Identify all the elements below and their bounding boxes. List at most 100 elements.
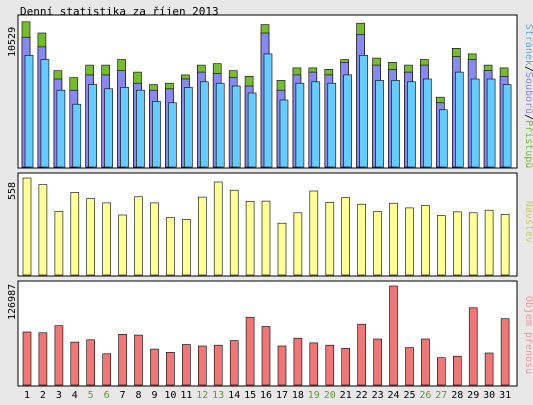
pages-bar-15 [247, 92, 257, 168]
traffic-bar-19 [309, 342, 319, 386]
visits-bar-24 [389, 202, 398, 276]
pages-bar-23 [375, 80, 384, 168]
day-label-20: 20 [324, 390, 336, 401]
pages-bar-6 [104, 88, 113, 168]
traffic-bar-30 [484, 352, 494, 386]
legend-files: Souborů [523, 72, 533, 114]
pages-bar-22 [359, 54, 368, 168]
day-label-25: 25 [403, 390, 415, 401]
pages-bar-16 [263, 53, 273, 168]
pages-bar-20 [327, 82, 337, 168]
day-label-21: 21 [340, 390, 352, 401]
day-label-31: 31 [499, 390, 511, 401]
visits-bar-19 [309, 190, 319, 276]
day-label-15: 15 [244, 390, 256, 401]
legend-separator-2: / [523, 114, 533, 120]
day-label-13: 13 [212, 390, 224, 401]
visits-bar-17 [277, 222, 287, 276]
pages-bar-30 [486, 78, 496, 168]
day-label-30: 30 [483, 390, 495, 401]
pages-bar-29 [470, 78, 480, 168]
day-label-12: 12 [196, 390, 208, 401]
visits-bar-14 [229, 189, 239, 276]
pages-bar-27 [438, 109, 448, 168]
pages-bar-19 [311, 81, 321, 168]
visits-bar-7 [118, 214, 127, 276]
day-label-29: 29 [467, 390, 479, 401]
day-labels: 1 2 3 4 5 6 7 8 9 10 11 12 13 14 15 16 17 18 19 20 21 22 23 24 2… [24, 390, 511, 401]
traffic-bar-12 [198, 345, 207, 386]
traffic-bar-5 [86, 339, 95, 386]
visits-bar-21 [341, 197, 351, 276]
day-label-27: 27 [435, 390, 447, 401]
traffic-bar-6 [102, 353, 111, 386]
visits-bar-6 [102, 202, 111, 276]
pages-bar-17 [279, 99, 289, 168]
visits-bar-11 [182, 219, 191, 276]
day-label-11: 11 [180, 390, 192, 401]
day-label-6: 6 [104, 390, 110, 401]
day-label-14: 14 [228, 390, 240, 401]
traffic-bar-1 [22, 331, 32, 386]
day-label-7: 7 [120, 390, 126, 401]
visits-bar-30 [484, 209, 494, 276]
visits-bar-20 [325, 202, 335, 276]
visits-bar-3 [54, 211, 64, 276]
legend-traffic: Objem přenosu [523, 296, 533, 374]
traffic-bar-22 [357, 323, 366, 386]
day-label-22: 22 [356, 390, 368, 401]
hits-panel-legend: Stránek/Souborů/Přístupů [523, 24, 533, 169]
day-label-19: 19 [308, 390, 320, 401]
traffic-bar-29 [468, 307, 478, 386]
visits-bar-23 [373, 211, 382, 276]
visits-ymax-label: 558 [7, 182, 18, 200]
visits-bar-10 [166, 217, 175, 276]
visits-bar-18 [293, 212, 303, 276]
traffic-bar-16 [261, 326, 271, 386]
pages-bar-1 [24, 54, 34, 168]
traffic-bar-15 [245, 316, 255, 386]
visits-bar-2 [38, 184, 48, 276]
day-label-3: 3 [56, 390, 62, 401]
visits-bar-12 [198, 196, 207, 276]
legend-visits: Návštěv [523, 201, 533, 243]
hits-panel [17, 14, 518, 169]
traffic-bar-27 [436, 357, 446, 386]
day-label-23: 23 [372, 390, 384, 401]
traffic-panel [17, 280, 518, 387]
pages-bar-5 [88, 84, 97, 168]
visits-bar-1 [22, 177, 32, 276]
day-label-24: 24 [387, 390, 399, 401]
pages-bar-10 [168, 102, 177, 168]
traffic-bar-13 [213, 344, 223, 386]
pages-bar-21 [343, 74, 353, 168]
visits-bar-29 [468, 212, 478, 276]
traffic-bar-11 [182, 344, 191, 386]
pages-bar-25 [407, 81, 416, 168]
traffic-bar-26 [421, 338, 430, 386]
traffic-bar-18 [293, 337, 303, 386]
pages-bar-26 [423, 78, 432, 168]
pages-bar-12 [200, 81, 209, 168]
day-label-8: 8 [135, 390, 141, 401]
visits-bar-28 [452, 211, 462, 276]
day-label-17: 17 [276, 390, 288, 401]
pages-bar-8 [136, 89, 145, 168]
visits-bar-13 [213, 181, 223, 276]
traffic-bar-25 [405, 347, 414, 386]
visits-bar-8 [134, 196, 143, 276]
visits-bar-5 [86, 198, 95, 276]
traffic-bar-10 [166, 351, 175, 386]
day-label-9: 9 [151, 390, 157, 401]
pages-bar-24 [391, 80, 400, 168]
traffic-bar-4 [70, 341, 80, 386]
visits-bar-25 [405, 207, 414, 276]
traffic-bar-17 [277, 345, 287, 386]
pages-bar-31 [502, 84, 512, 168]
traffic-bar-23 [373, 338, 382, 386]
pages-bar-2 [40, 59, 50, 168]
legend-separator-1: / [523, 66, 533, 72]
legend-pages: Stránek [523, 24, 533, 66]
day-label-18: 18 [292, 390, 304, 401]
